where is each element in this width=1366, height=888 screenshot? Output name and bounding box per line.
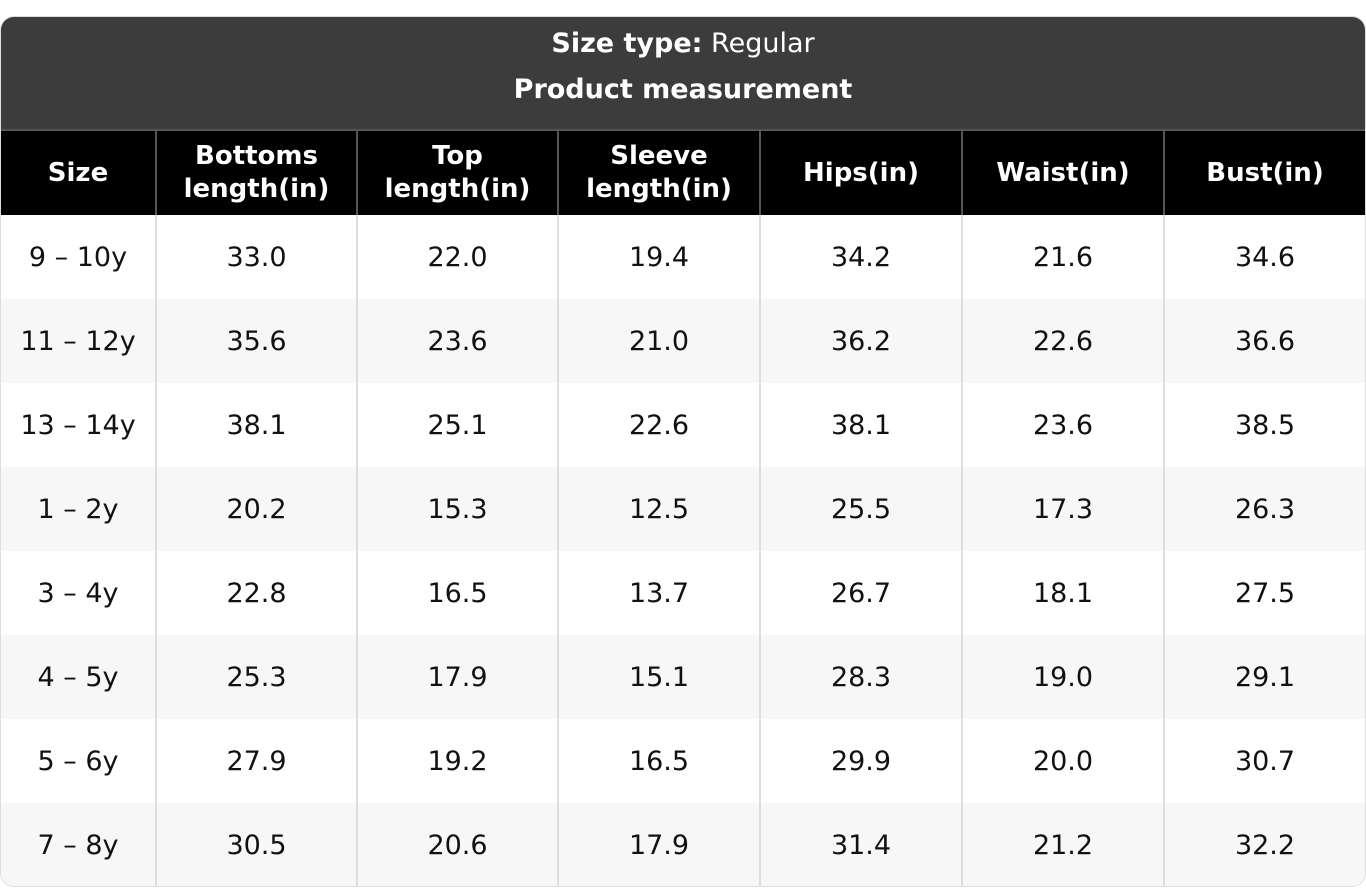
measurement-cell: 38.1	[759, 383, 962, 467]
table-row: 7 – 8y 30.5 20.6 17.9 31.4 21.2 32.2	[1, 803, 1365, 886]
measurement-cell: 27.9	[155, 719, 357, 803]
measurement-cell: 19.0	[961, 635, 1164, 719]
measurement-cell: 33.0	[155, 215, 357, 299]
size-type-label: Size type:	[551, 28, 703, 59]
measurement-cell: 20.6	[356, 803, 558, 886]
measurement-cell: 25.5	[759, 467, 962, 551]
table-row: 4 – 5y 25.3 17.9 15.1 28.3 19.0 29.1	[1, 635, 1365, 719]
measurement-cell: 31.4	[759, 803, 962, 886]
measurement-cell: 17.9	[356, 635, 558, 719]
measurement-cell: 15.3	[356, 467, 558, 551]
column-header: Hips(in)	[759, 129, 962, 215]
measurement-cell: 17.9	[557, 803, 760, 886]
column-header: Waist(in)	[961, 129, 1164, 215]
measurement-cell: 21.6	[961, 215, 1164, 299]
measurement-cell: 22.8	[155, 551, 357, 635]
size-cell: 7 – 8y	[1, 803, 156, 886]
measurement-cell: 21.0	[557, 299, 760, 383]
measurement-cell: 13.7	[557, 551, 760, 635]
table-row: 3 – 4y 22.8 16.5 13.7 26.7 18.1 27.5	[1, 551, 1365, 635]
measurement-cell: 21.2	[961, 803, 1164, 886]
column-header: Bottoms length(in)	[155, 129, 357, 215]
measurement-cell: 34.2	[759, 215, 962, 299]
measurement-cell: 30.7	[1163, 719, 1365, 803]
measurement-cell: 18.1	[961, 551, 1164, 635]
chart-header: Size type: Regular Product measurement	[1, 17, 1365, 129]
size-cell: 11 – 12y	[1, 299, 156, 383]
measurement-cell: 38.5	[1163, 383, 1365, 467]
measurement-cell: 29.1	[1163, 635, 1365, 719]
measurement-cell: 22.6	[557, 383, 760, 467]
measurement-cell: 17.3	[961, 467, 1164, 551]
header-row: Size Bottoms length(in) Top length(in) Slee…	[1, 129, 1365, 215]
column-header: Top length(in)	[356, 129, 558, 215]
measurement-cell: 23.6	[356, 299, 558, 383]
table-row: 11 – 12y 35.6 23.6 21.0 36.2 22.6 36.6	[1, 299, 1365, 383]
measurement-cell: 27.5	[1163, 551, 1365, 635]
measurement-cell: 19.2	[356, 719, 558, 803]
column-header: Bust(in)	[1163, 129, 1365, 215]
size-cell: 13 – 14y	[20, 409, 136, 441]
measurement-cell: 35.6	[155, 299, 357, 383]
measurement-cell: 23.6	[961, 383, 1164, 467]
table-row: 1 – 2y 20.2 15.3 12.5 25.5 17.3 26.3	[1, 467, 1365, 551]
measurement-cell: 38.1	[155, 383, 357, 467]
measurement-cell: 22.0	[356, 215, 558, 299]
measurement-cell: 29.9	[759, 719, 962, 803]
measurement-cell: 32.2	[1163, 803, 1365, 886]
measurement-cell: 25.1	[356, 383, 558, 467]
table-row: 13 – 14y 38.1 25.1 22.6 38.1 23.6 38.5	[1, 383, 1365, 467]
size-cell: 5 – 6y	[37, 745, 119, 777]
size-cell: 4 – 5y	[1, 635, 156, 719]
measurement-table: Size Bottoms length(in) Top length(in) Slee…	[1, 129, 1365, 886]
subtitle: Product measurement	[513, 74, 853, 105]
measurement-cell: 20.2	[155, 467, 357, 551]
measurement-cell: 34.6	[1163, 215, 1365, 299]
measurement-cell: 12.5	[557, 467, 760, 551]
measurement-cell: 36.6	[1163, 299, 1365, 383]
measurement-cell: 26.7	[759, 551, 962, 635]
size-cell: 1 – 2y	[1, 467, 156, 551]
measurement-cell: 36.2	[759, 299, 962, 383]
table-row: 5 – 6y 27.9 19.2 16.5 29.9 20.0 30.7	[1, 719, 1365, 803]
measurement-cell: 26.3	[1163, 467, 1365, 551]
measurement-cell: 22.6	[961, 299, 1164, 383]
column-header: Size	[1, 129, 156, 215]
measurement-cell: 15.1	[557, 635, 760, 719]
measurement-cell: 16.5	[356, 551, 558, 635]
size-cell: 3 – 4y	[37, 577, 119, 609]
measurement-cell: 28.3	[759, 635, 962, 719]
measurement-cell: 16.5	[557, 719, 760, 803]
column-header: Sleeve length(in)	[557, 129, 760, 215]
size-type: Size type: Regular	[1, 17, 1365, 73]
measurement-cell: 19.4	[557, 215, 760, 299]
measurement-cell: 20.0	[961, 719, 1164, 803]
table-row: 9 – 10y 33.0 22.0 19.4 34.2 21.6 34.6	[1, 215, 1365, 299]
size-type-value: Regular	[711, 28, 815, 59]
measurement-cell: 25.3	[155, 635, 357, 719]
size-chart: Size type: Regular Product measurement S…	[0, 16, 1366, 887]
size-cell: 9 – 10y	[28, 241, 128, 273]
measurement-cell: 30.5	[155, 803, 357, 886]
